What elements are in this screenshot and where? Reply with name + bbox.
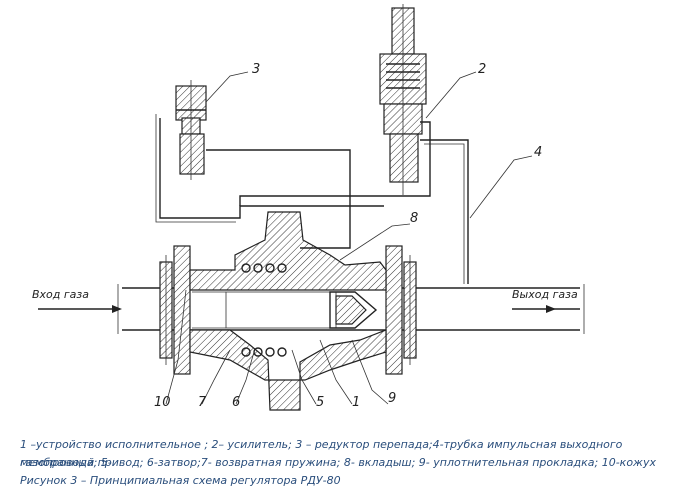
callout-5: 5 xyxy=(316,395,324,410)
figure-title: Рисунок 3 – Принципиальная схема регулят… xyxy=(20,474,341,487)
callout-9: 9 xyxy=(388,391,396,406)
inlet-flange xyxy=(159,245,191,375)
amplifier-device-2 xyxy=(379,4,427,195)
callout-8: 8 xyxy=(410,211,418,226)
inlet-flow-label: Вход газа xyxy=(32,288,89,301)
reducer-device-3 xyxy=(175,80,207,180)
flow-arrows xyxy=(38,305,580,313)
callout-4: 4 xyxy=(534,145,542,160)
callout-3: 3 xyxy=(252,62,260,77)
impulse-tubes xyxy=(155,109,469,284)
callout-7: 7 xyxy=(198,395,207,410)
regulator-schematic-diagram: Вход газа Выход газа 3 2 4 8 10 7 6 5 1 … xyxy=(32,4,585,411)
outlet-flange xyxy=(385,245,417,375)
callout-leaders xyxy=(165,71,533,405)
callout-6: 6 xyxy=(232,395,240,410)
callout-2: 2 xyxy=(478,62,486,77)
figure-legend-line-2: мембранный привод; 6-затвор;7- возвратна… xyxy=(20,456,656,469)
valve-body xyxy=(189,211,387,411)
figure-legend-line-1: 1 –устройство исполнительное ; 2– усилит… xyxy=(20,438,623,469)
callout-1: 1 xyxy=(352,395,360,410)
outlet-flow-label: Выход газа xyxy=(512,288,578,301)
callout-10: 10 xyxy=(154,395,171,410)
